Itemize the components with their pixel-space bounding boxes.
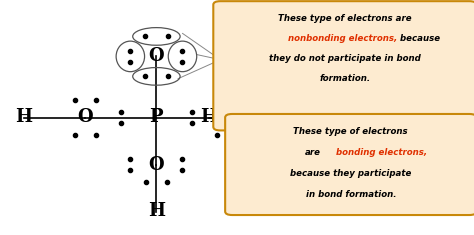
- Text: P: P: [150, 109, 163, 126]
- Text: in bond formation.: in bond formation.: [306, 190, 396, 199]
- Text: O: O: [78, 109, 93, 126]
- Text: are: are: [305, 148, 321, 157]
- Text: because they participate: because they participate: [290, 169, 411, 178]
- Text: because: because: [397, 34, 440, 43]
- FancyBboxPatch shape: [225, 114, 474, 215]
- Text: bonding electrons,: bonding electrons,: [336, 148, 427, 157]
- Text: H: H: [200, 109, 217, 126]
- Text: formation.: formation.: [319, 74, 370, 83]
- Text: H: H: [15, 109, 32, 126]
- Text: they do not participate in bond: they do not participate in bond: [269, 54, 421, 63]
- Text: nonbonding electrons,: nonbonding electrons,: [288, 34, 397, 43]
- Text: O: O: [149, 156, 164, 173]
- Text: O: O: [220, 109, 235, 126]
- FancyBboxPatch shape: [213, 1, 474, 130]
- Text: These type of electrons: These type of electrons: [293, 127, 408, 136]
- Text: O: O: [149, 47, 164, 65]
- Text: These type of electrons are: These type of electrons are: [278, 14, 411, 23]
- Text: H: H: [148, 203, 165, 220]
